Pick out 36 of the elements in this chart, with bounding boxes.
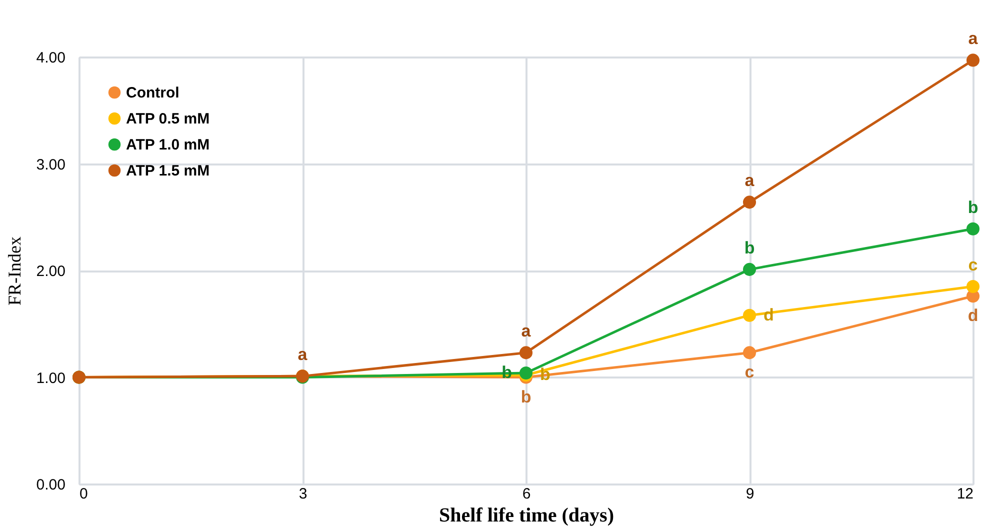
x-tick-label: 0 [80, 486, 88, 502]
y-axis-title: FR-Index [4, 236, 24, 306]
x-axis-title: Shelf life time (days) [439, 504, 614, 526]
annotation: a [744, 171, 755, 190]
annotation: a [521, 322, 532, 341]
annotation: b [968, 198, 978, 217]
annotation: d [968, 306, 978, 326]
y-tick-label: 4.00 [36, 50, 66, 66]
legend-label: ATP 1.0 mM [126, 136, 210, 154]
point [966, 280, 980, 294]
y-tick-label: 3.00 [36, 156, 66, 174]
legend-label: Control [126, 84, 180, 102]
x-tick-label: 3 [298, 486, 308, 502]
y-tick-label: 2.00 [36, 263, 66, 280]
point [742, 262, 756, 276]
point [519, 366, 533, 380]
annotation: c [968, 256, 978, 275]
point [966, 54, 980, 67]
annotation: b [744, 238, 755, 258]
x-tick-label: 9 [746, 486, 754, 502]
point [742, 196, 756, 209]
annotation: a [968, 29, 978, 48]
legend-label: ATP 0.5 mM [126, 110, 210, 128]
annotation: b [520, 387, 532, 406]
point [966, 222, 980, 236]
point [519, 346, 533, 360]
legend-label: ATP 1.5 mM [126, 162, 210, 180]
x-tick-label: 6 [522, 486, 531, 502]
y-tick-label: 1.00 [36, 370, 66, 387]
annotation: b [502, 362, 512, 382]
point [742, 346, 756, 360]
point [742, 308, 756, 322]
annotation: a [298, 345, 308, 364]
x-tick-label: 12 [956, 486, 974, 502]
annotation: c [744, 362, 754, 382]
y-tick-label: 0.00 [36, 476, 66, 494]
